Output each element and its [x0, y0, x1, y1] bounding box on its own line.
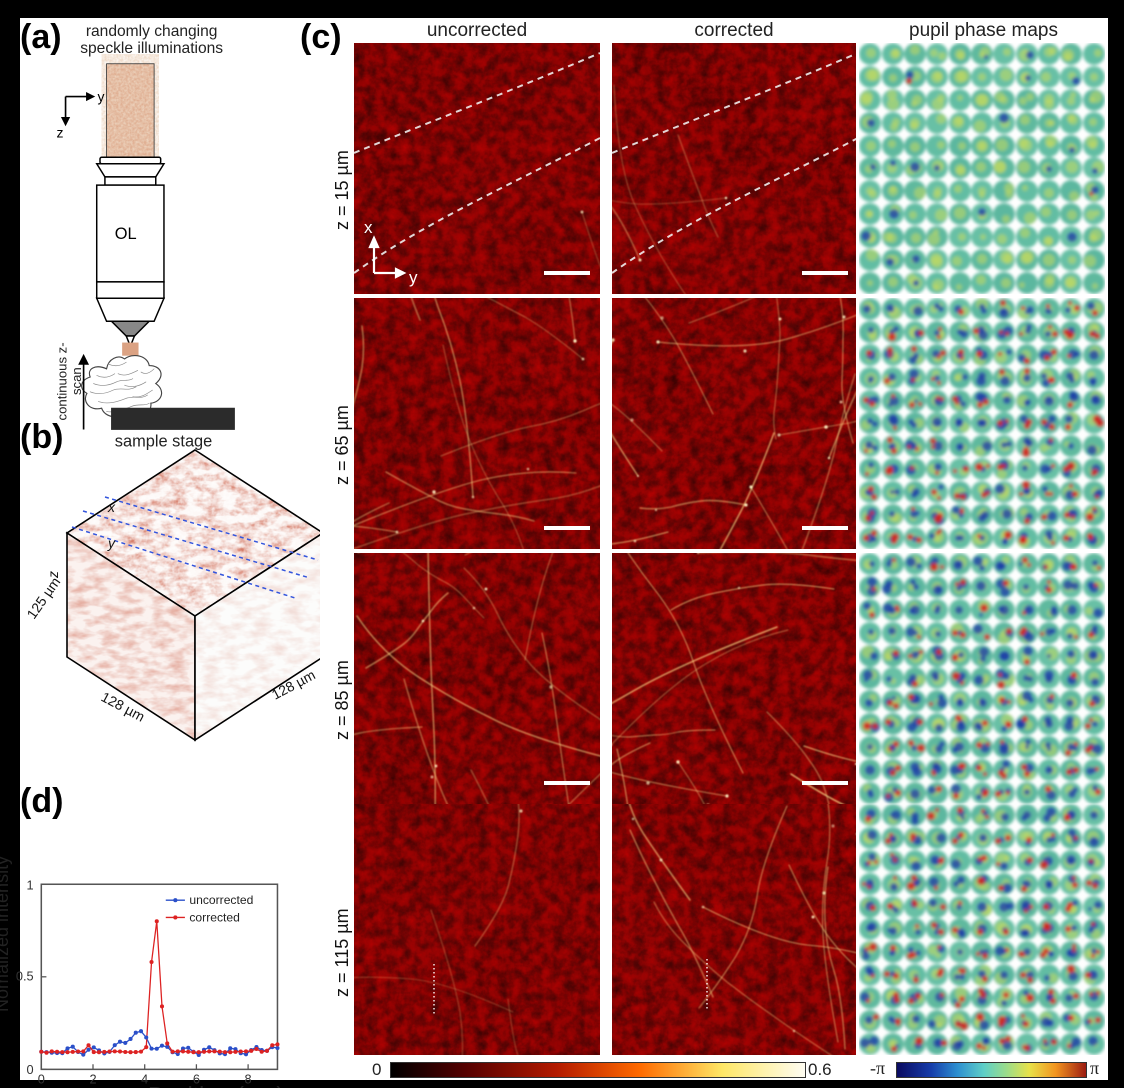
svg-text:x: x: [364, 218, 373, 237]
svg-text:y: y: [409, 268, 418, 287]
